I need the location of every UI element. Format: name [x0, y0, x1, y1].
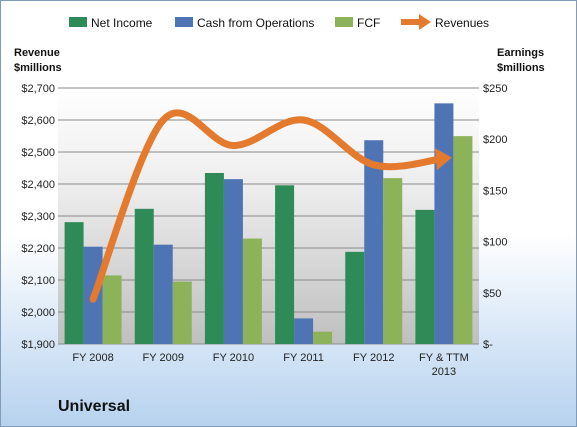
left-axis-tick-label: $2,400	[21, 179, 55, 191]
category-label: FY 2010	[213, 352, 254, 364]
legend-swatch-fcf	[335, 17, 353, 27]
legend-label-net-income: Net Income	[91, 16, 153, 30]
category-label: 2013	[432, 366, 456, 378]
company-name: Universal	[58, 398, 131, 415]
legend-arrow-revenues	[419, 14, 431, 30]
right-axis-title-line1: Earnings	[497, 47, 544, 59]
left-axis-tick-label: $1,900	[21, 339, 55, 351]
bar-net-income	[415, 209, 435, 344]
bar-cash-from-operations	[364, 140, 384, 344]
bar-fcf	[172, 281, 192, 344]
bar-net-income	[275, 185, 295, 344]
category-label: FY 2009	[143, 352, 184, 364]
right-axis-title-line2: $millions	[497, 62, 545, 74]
bar-cash-from-operations	[434, 103, 454, 344]
left-axis-title-line2: $millions	[14, 62, 62, 74]
bar-fcf	[453, 136, 473, 344]
right-axis-tick-label: $100	[483, 237, 507, 249]
left-axis-tick-label: $2,100	[21, 275, 55, 287]
legend-swatch-net-income	[69, 17, 87, 27]
category-label: FY & TTM	[419, 352, 469, 364]
category-label: FY 2012	[353, 352, 394, 364]
category-label: FY 2008	[72, 352, 113, 364]
revenues-line	[89, 109, 448, 303]
bar-net-income	[134, 208, 154, 344]
left-axis-tick-label: $2,300	[21, 211, 55, 223]
left-axis-tick-label: $2,200	[21, 243, 55, 255]
category-label: FY 2011	[283, 352, 324, 364]
bar-cash-from-operations	[223, 179, 243, 344]
legend-label-fcf: FCF	[357, 16, 380, 30]
legend-swatch-cash-from-operations	[175, 17, 193, 27]
legend-label-cash-from-operations: Cash from Operations	[197, 16, 314, 30]
bar-net-income	[204, 172, 224, 344]
bar-fcf	[102, 275, 122, 344]
right-axis-tick-label: $250	[483, 83, 507, 95]
legend-label-revenues: Revenues	[435, 16, 489, 30]
bar-net-income	[345, 251, 365, 344]
left-axis-tick-label: $2,700	[21, 83, 55, 95]
left-axis-title-line1: Revenue	[14, 47, 60, 59]
left-axis-tick-label: $2,600	[21, 115, 55, 127]
bar-net-income	[64, 222, 84, 344]
bar-fcf	[313, 331, 333, 344]
bar-cash-from-operations	[153, 244, 173, 344]
bar-cash-from-operations	[294, 318, 314, 344]
revenues-arrowhead	[434, 148, 452, 171]
right-axis-tick-label: $200	[483, 134, 507, 146]
right-axis-tick-label: $50	[483, 288, 501, 300]
right-axis-tick-label: $-	[483, 339, 493, 351]
left-axis-tick-label: $2,500	[21, 147, 55, 159]
bar-fcf	[242, 238, 262, 344]
right-axis-tick-label: $150	[483, 185, 507, 197]
bar-fcf	[383, 178, 403, 344]
left-axis-tick-label: $2,000	[21, 307, 55, 319]
